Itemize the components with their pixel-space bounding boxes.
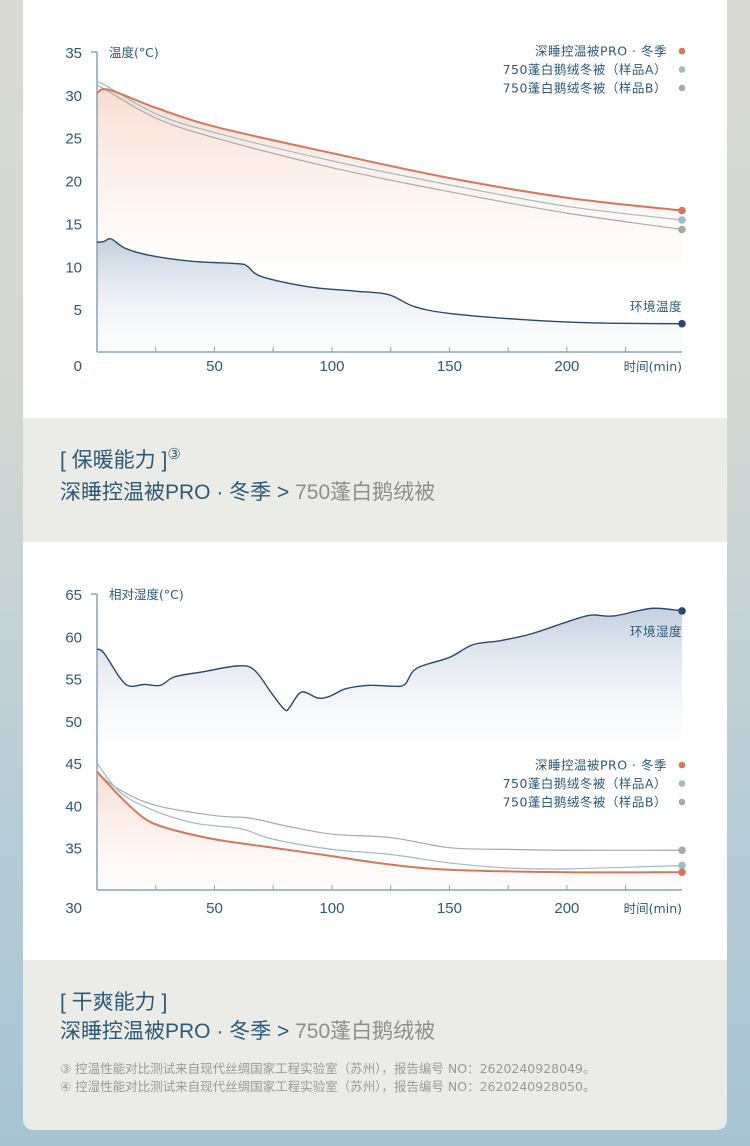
x-tick-label: 50 (206, 900, 223, 917)
y-tick-label: 55 (65, 672, 82, 689)
y-axis-label: 相对湿度(°C) (109, 587, 184, 602)
x-tick-label: 200 (554, 900, 579, 917)
y-tick-label: 35 (65, 45, 82, 62)
competitor-name: 750蓬白鹅绒被 (295, 481, 436, 504)
y-tick-label: 50 (65, 714, 82, 731)
dryness-comparison: 深睡控温被PRO · 冬季 > 750蓬白鹅绒被 (60, 1015, 435, 1045)
y-tick-label: 30 (65, 88, 82, 105)
ambient-end-point (678, 319, 686, 328)
pro-line (96, 88, 683, 212)
sample-b-end-point (678, 846, 686, 855)
warmth-comparison: 深睡控温被PRO · 冬季 > 750蓬白鹅绒被 (60, 476, 435, 506)
ambient-area-fill (97, 608, 682, 742)
legend-label: 深睡控温被PRO · 冬季 (535, 44, 667, 59)
ambient-line (96, 607, 683, 712)
y-tick-label: 5 (74, 302, 82, 319)
y-tick-label: 15 (65, 216, 82, 233)
y-tick-label: 45 (65, 756, 82, 773)
y-axis-label: 温度(°C) (109, 45, 159, 60)
x-tick-label: 200 (554, 358, 579, 375)
sample-b-line (96, 772, 683, 851)
pro-line (96, 770, 683, 874)
footnote-3: ③ 控温性能对比测试来自现代丝绸国家工程实验室（苏州），报告编号 NO：2620… (60, 1061, 596, 1076)
ambient-line (96, 237, 683, 325)
legend-dot-sample-b (678, 84, 686, 92)
x-tick-label: 150 (437, 358, 462, 375)
ambient-end-point (678, 607, 686, 615)
greater-than: > (271, 481, 296, 504)
y-tick-label: 40 (65, 798, 82, 815)
x-axis-label: 时间(min) (624, 901, 682, 916)
ambient-label: 环境湿度 (630, 624, 682, 639)
warmth-caption-panel (23, 418, 727, 542)
dryness-caption-panel (23, 960, 727, 1130)
y-tick-label: 35 (65, 841, 82, 858)
y-tick-label: 25 (65, 131, 82, 148)
x-axis-label: 时间(min) (624, 359, 682, 374)
legend-label: 750蓬白鹅绒冬被（样品B） (503, 81, 667, 96)
legend-label: 750蓬白鹅绒冬被（样品A） (503, 776, 667, 791)
pro-area-fill (97, 771, 682, 890)
warmth-title: [ 保暖能力 ]③ (60, 444, 181, 474)
legend-dot-pro (678, 47, 686, 55)
product-name: 深睡控温被PRO · 冬季 (60, 1020, 272, 1043)
legend-dot-sample-a (678, 66, 686, 73)
sample-a-line (96, 762, 683, 870)
sample-a-end-point (678, 216, 686, 224)
competitor-name: 750蓬白鹅绒被 (295, 1020, 436, 1043)
sample-b-end-point (678, 225, 686, 234)
y-tick-label: 65 (65, 587, 82, 604)
ambient-label: 环境温度 (630, 299, 682, 314)
footnote-4: ④ 控湿性能对比测试来自现代丝绸国家工程实验室（苏州），报告编号 NO：2620… (60, 1079, 596, 1094)
footnote-marker: ③ (167, 446, 181, 463)
legend-label: 750蓬白鹅绒冬被（样品B） (503, 795, 667, 810)
y-tick-label: 60 (65, 629, 82, 646)
pro-end-point (678, 206, 686, 215)
legend-label: 深睡控温被PRO · 冬季 (535, 758, 667, 773)
product-name: 深睡控温被PRO · 冬季 (60, 481, 272, 504)
y-tick-label: 30 (65, 900, 82, 917)
sample-b-line (96, 85, 683, 231)
x-tick-label: 100 (319, 358, 344, 375)
legend-dot-sample-b (678, 798, 686, 806)
x-tick-label: 150 (437, 900, 462, 917)
sample-a-end-point (678, 861, 686, 870)
legend-dot-sample-a (678, 780, 686, 787)
x-tick-label: 50 (206, 358, 223, 375)
pro-end-point (678, 868, 686, 877)
dryness-humidity-chart: 65 60 55 50 45 40 35 30 50 100 150 200 相对湿度(°C) 时间(mi… (65, 587, 686, 917)
y-tick-label: 20 (65, 174, 82, 191)
legend-label: 750蓬白鹅绒冬被（样品A） (503, 62, 667, 77)
x-tick-label: 100 (319, 900, 344, 917)
legend-dot-pro (678, 761, 686, 769)
warmth-title-text: [ 保暖能力 ] (60, 449, 168, 472)
y-tick-label: 0 (74, 358, 82, 375)
y-tick-label: 10 (65, 259, 82, 276)
greater-than: > (271, 1020, 296, 1043)
dryness-title: [ 干爽能力 ] (60, 991, 168, 1014)
